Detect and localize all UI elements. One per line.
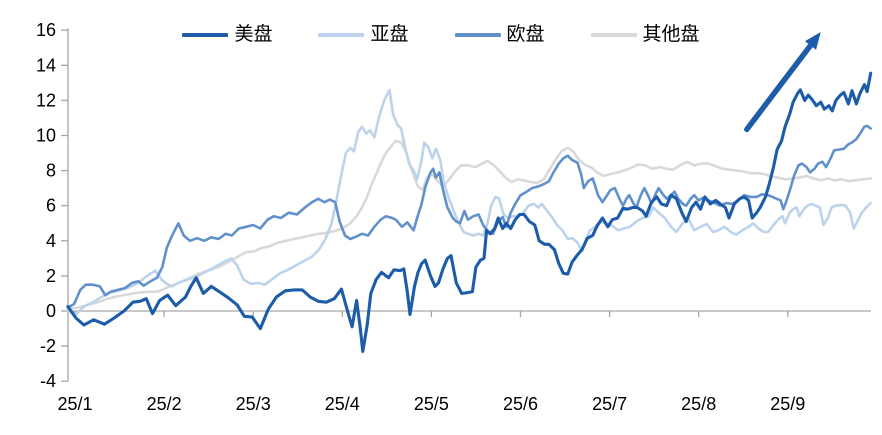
y-tick-label: 14 bbox=[36, 55, 56, 75]
asia-session-line bbox=[66, 88, 873, 316]
x-tick-label: 25/1 bbox=[57, 394, 92, 414]
y-tick-label: 16 bbox=[36, 20, 56, 40]
x-tick-label: 25/8 bbox=[681, 394, 716, 414]
y-tick-label: -2 bbox=[40, 336, 56, 356]
x-tick-label: 25/9 bbox=[770, 394, 805, 414]
europe-session-line bbox=[66, 124, 873, 309]
axes: -4 -2 0 2 4 6 8 10 12 14 16 25/1 25/2 25/3 25/4 25/5 25/… bbox=[36, 20, 871, 414]
trend-arrow-icon bbox=[744, 31, 821, 133]
x-tick-label: 25/3 bbox=[236, 394, 271, 414]
y-tick-label: 6 bbox=[46, 196, 56, 216]
us-session-line bbox=[66, 71, 873, 353]
x-tick-label: 25/4 bbox=[325, 394, 360, 414]
other-session-line bbox=[66, 139, 873, 311]
y-tick-label: 2 bbox=[46, 266, 56, 286]
y-tick-label: 0 bbox=[46, 301, 56, 321]
y-tick-label: 10 bbox=[36, 126, 56, 146]
y-tick-label: 8 bbox=[46, 161, 56, 181]
x-tick-label: 25/6 bbox=[503, 394, 538, 414]
x-tick-label: 25/5 bbox=[414, 394, 449, 414]
y-tick-label: 4 bbox=[46, 231, 56, 251]
y-tick-label: 12 bbox=[36, 90, 56, 110]
x-tick-label: 25/2 bbox=[147, 394, 182, 414]
x-tick-label: 25/7 bbox=[592, 394, 627, 414]
y-tick-label: -4 bbox=[40, 371, 56, 391]
